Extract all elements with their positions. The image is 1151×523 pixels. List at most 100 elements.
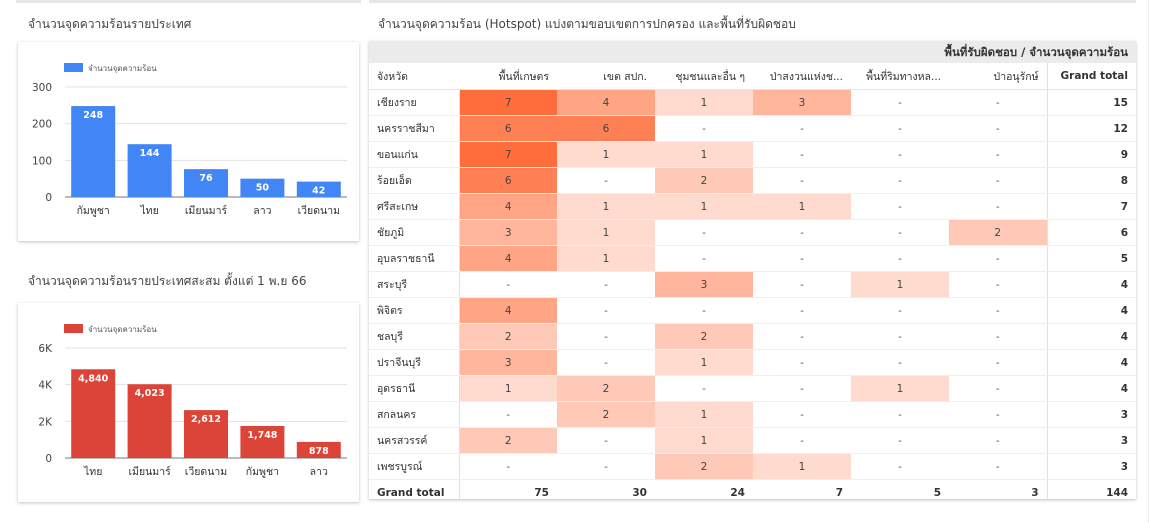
- value-cell: -: [851, 89, 949, 116]
- province-cell: นครสวรรค์: [369, 427, 460, 454]
- province-column-header[interactable]: จังหวัด: [369, 63, 459, 90]
- value-cell: 1: [655, 427, 753, 454]
- table-row[interactable]: ร้อยเอ็ด 6-2- - -8: [369, 167, 1136, 194]
- value-cell: 4: [557, 89, 655, 116]
- value-cell: 6: [459, 115, 557, 142]
- column-header[interactable]: ป่าอนุรักษ์: [949, 63, 1047, 90]
- row-total-cell: 15: [1046, 89, 1136, 116]
- value-cell: 4: [459, 297, 557, 324]
- value-cell: -: [655, 375, 753, 402]
- row-total-cell: 3: [1046, 427, 1136, 454]
- value-cell: -: [949, 271, 1047, 298]
- bar-value-label: 248: [83, 110, 103, 121]
- value-cell: -: [557, 427, 655, 454]
- province-cell: สกลนคร: [369, 401, 460, 428]
- value-cell: 2: [557, 375, 655, 402]
- value-cell: 6: [459, 167, 557, 194]
- row-total-cell: 12: [1046, 115, 1136, 142]
- bar: [240, 178, 285, 197]
- column-header[interactable]: พื้นที่ริมทางหล...: [851, 63, 949, 90]
- value-cell: 1: [655, 193, 753, 220]
- value-cell: 1: [655, 401, 753, 428]
- value-cell: -: [949, 115, 1047, 142]
- table-row[interactable]: ชลบุรี 2-2- - -4: [369, 323, 1136, 350]
- pivot-body: เชียงราย 7 4 1 3- -15 นครราชสีมา 6 6- - - -12 ขอนแก่…: [369, 89, 1136, 499]
- value-cell: -: [949, 349, 1047, 376]
- column-total-cell: 5: [851, 479, 949, 499]
- bar: [184, 169, 228, 197]
- value-cell: -: [753, 219, 851, 246]
- column-total-cell: 3: [949, 479, 1047, 499]
- table-row[interactable]: เพชรบูรณ์ - -2 1- -3: [369, 453, 1136, 480]
- column-total-cell: 75: [459, 479, 557, 499]
- legend-label: จำนวนจุดความร้อน: [88, 325, 157, 334]
- column-header[interactable]: พื้นที่เกษตร: [459, 63, 557, 90]
- x-category-label: เวียดนาม: [185, 465, 227, 478]
- value-cell: 3: [459, 219, 557, 246]
- table-row[interactable]: นครสวรรค์ 2-1- - -3: [369, 427, 1136, 454]
- x-category-label: กัมพูชา: [246, 466, 279, 478]
- legend-swatch: [64, 63, 83, 72]
- province-cell: สระบุรี: [369, 271, 460, 298]
- column-header[interactable]: เขต สปก.: [557, 63, 655, 90]
- row-total-cell: 5: [1046, 245, 1136, 272]
- value-cell: -: [753, 271, 851, 298]
- value-cell: 1: [655, 349, 753, 376]
- value-cell: -: [949, 193, 1047, 220]
- value-cell: -: [753, 323, 851, 350]
- table-row[interactable]: ศรีสะเกษ 4 1 1 1- -7: [369, 193, 1136, 220]
- pivot-grid: จังหวัด พื้นที่เกษตร เขต สปก. ชุมชนและอื…: [369, 63, 1136, 499]
- value-cell: -: [753, 427, 851, 454]
- column-header[interactable]: ชุมชนและอื่น ๆ: [655, 63, 753, 90]
- value-cell: 1: [753, 193, 851, 220]
- x-category-label: เมียนมาร์: [128, 465, 171, 478]
- bar-value-label: 4,023: [135, 388, 165, 399]
- value-cell: 1: [851, 271, 949, 298]
- value-cell: -: [949, 323, 1047, 350]
- value-cell: 4: [459, 193, 557, 220]
- x-category-label: ลาว: [310, 466, 328, 478]
- table-row[interactable]: สระบุรี - -3-1-4: [369, 271, 1136, 298]
- x-category-label: ลาว: [253, 205, 271, 217]
- column-header[interactable]: ป่าสงวนแห่งช...: [753, 63, 851, 90]
- value-cell: 2: [557, 401, 655, 428]
- value-cell: -: [851, 323, 949, 350]
- y-tick-label: 0: [45, 453, 52, 465]
- province-cell: ร้อยเอ็ด: [369, 167, 460, 194]
- row-total-cell: 4: [1046, 349, 1136, 376]
- value-cell: -: [851, 167, 949, 194]
- grand-total-column-header[interactable]: Grand total: [1046, 63, 1136, 90]
- value-cell: -: [753, 167, 851, 194]
- table-row[interactable]: สกลนคร -2 1- - -3: [369, 401, 1136, 428]
- hotspot-pivot-table[interactable]: พื้นที่รับผิดชอบ / จำนวนจุดความร้อน จังห…: [369, 41, 1136, 499]
- table-row[interactable]: พิจิตร 4- - - - -4: [369, 297, 1136, 324]
- value-cell: -: [949, 453, 1047, 480]
- table-row[interactable]: ชัยภูมิ 3 1- - -2 6: [369, 219, 1136, 246]
- row-total-cell: 4: [1046, 323, 1136, 350]
- table-row[interactable]: อุดรธานี 1 2- -1-4: [369, 375, 1136, 402]
- table-row[interactable]: ขอนแก่น 7 1 1- - -9: [369, 141, 1136, 168]
- value-cell: -: [557, 167, 655, 194]
- value-cell: -: [851, 401, 949, 428]
- value-cell: 1: [851, 375, 949, 402]
- pivot-header-row: จังหวัด พื้นที่เกษตร เขต สปก. ชุมชนและอื…: [369, 63, 1136, 90]
- x-category-label: กัมพูชา: [77, 205, 110, 217]
- y-tick-label: 0: [45, 192, 52, 204]
- x-category-label: เมียนมาร์: [185, 204, 228, 217]
- cumulative-bar-chart[interactable]: จำนวนจุดความร้อน 0 2K 4K 6K 4,840 ไทย 4,023 เมีย…: [18, 303, 359, 502]
- value-cell: -: [851, 141, 949, 168]
- bar-value-label: 50: [256, 183, 270, 194]
- bar-value-label: 42: [312, 186, 325, 197]
- province-cell: อุดรธานี: [369, 375, 460, 402]
- table-row[interactable]: เชียงราย 7 4 1 3- -15: [369, 89, 1136, 116]
- bar: [240, 425, 285, 458]
- table-row[interactable]: อุบลราชธานี 4 1- - - -5: [369, 245, 1136, 272]
- value-cell: -: [851, 115, 949, 142]
- y-tick-label: 2K: [38, 416, 53, 428]
- country-bar-chart[interactable]: จำนวนจุดความร้อน 0 100 200 300 248 กัมพูชา 144 ไ…: [18, 42, 359, 241]
- pivot-header-title: พื้นที่รับผิดชอบ / จำนวนจุดความร้อน: [369, 41, 1136, 63]
- value-cell: -: [655, 115, 753, 142]
- table-row[interactable]: นครราชสีมา 6 6- - - -12: [369, 115, 1136, 142]
- value-cell: 1: [557, 141, 655, 168]
- table-row[interactable]: ปราจีนบุรี 3-1- - -4: [369, 349, 1136, 376]
